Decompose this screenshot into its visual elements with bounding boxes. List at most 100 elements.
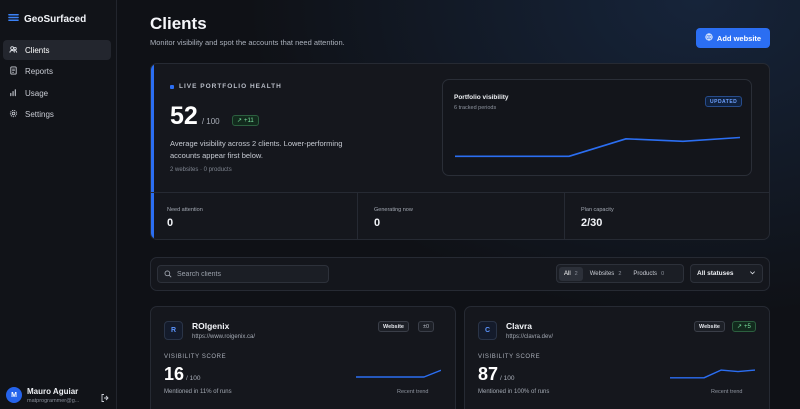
segment-label: Websites: [589, 270, 615, 277]
search-icon: [164, 265, 172, 283]
visibility-score: 16 / 100: [164, 364, 201, 385]
delta-value: +5: [744, 323, 751, 330]
visibility-score-value: 87: [478, 364, 499, 384]
search-box[interactable]: [157, 265, 329, 283]
sidebar-item-reports[interactable]: Reports: [3, 62, 111, 82]
stat-generating-now: Generating now 0: [358, 193, 565, 239]
segment-all[interactable]: All 2: [559, 266, 583, 281]
visibility-score-value: 16: [164, 364, 185, 384]
client-name[interactable]: ROIgenix: [192, 321, 230, 331]
segment-label: All: [564, 270, 571, 277]
health-meta: 2 websites · 0 products: [170, 167, 232, 173]
client-card[interactable]: C Clavra https://clavra.dev/ Website ↗ +…: [464, 306, 770, 409]
add-website-label: Add website: [716, 33, 762, 43]
recent-trend-chart: [356, 369, 441, 378]
main-content: Clients Monitor visibility and spot the …: [117, 0, 800, 409]
brand-name: GeoSurfaced: [24, 13, 87, 25]
reports-icon: [9, 66, 18, 77]
avatar: M: [6, 387, 22, 403]
recent-trend-chart: [670, 369, 755, 379]
live-label-text: LIVE PORTFOLIO HEALTH: [179, 83, 282, 90]
sidebar-item-clients[interactable]: Clients: [3, 40, 111, 60]
chart-title: Portfolio visibility: [454, 94, 509, 101]
client-card[interactable]: R ROIgenix https://www.roigenix.ca/ Webs…: [150, 306, 456, 409]
chart-subtitle: 6 tracked periods: [454, 105, 497, 111]
live-label: LIVE PORTFOLIO HEALTH: [170, 83, 282, 90]
search-input[interactable]: [177, 270, 317, 278]
health-delta-value: +11: [244, 117, 254, 124]
filter-bar: All 2 Websites 2 Products 0 All statuses: [150, 257, 770, 291]
portfolio-visibility-line: [455, 136, 740, 158]
delta-badge: ±0: [418, 321, 435, 332]
stat-label: Need attention: [167, 207, 203, 213]
trend-label: Recent trend: [711, 389, 743, 395]
portfolio-visibility-chart-card: Portfolio visibility 6 tracked periods U…: [442, 79, 752, 176]
sidebar-item-settings[interactable]: Settings: [3, 105, 111, 125]
stat-need-attention: Need attention 0: [151, 193, 358, 239]
visibility-score-label: VISIBILITY SCORE: [478, 354, 541, 360]
visibility-score: 87 / 100: [478, 364, 515, 385]
segment-count: 2: [618, 270, 622, 277]
client-url[interactable]: https://clavra.dev/: [506, 334, 554, 340]
type-tag: Website: [694, 321, 725, 332]
client-url[interactable]: https://www.roigenix.ca/: [192, 334, 256, 340]
segment-count: 0: [661, 270, 665, 277]
brand[interactable]: GeoSurfaced: [8, 12, 86, 26]
status-select[interactable]: All statuses: [690, 264, 763, 283]
page-subtitle: Monitor visibility and spot the accounts…: [150, 38, 345, 47]
segment-count: 2: [574, 270, 578, 277]
sidebar-nav: Clients Reports Usage Settings: [3, 40, 111, 126]
user-info: Mauro Aguiar matprogrammer@g...: [27, 387, 91, 404]
status-select-value: All statuses: [697, 270, 734, 277]
visibility-score-max: / 100: [500, 375, 515, 382]
client-logo: R: [164, 321, 183, 340]
recent-trend-line: [670, 369, 755, 379]
sidebar-item-label: Settings: [25, 110, 54, 119]
globe-icon: [705, 33, 713, 43]
health-score-max: / 100: [201, 117, 220, 126]
trend-up-icon: ↗: [737, 324, 743, 330]
sidebar-item-usage[interactable]: Usage: [3, 83, 111, 103]
logout-icon[interactable]: [100, 390, 110, 402]
user-email: matprogrammer@g...: [27, 397, 80, 404]
trend-label: Recent trend: [397, 389, 429, 395]
logo-icon: [8, 12, 19, 26]
sidebar: GeoSurfaced Clients Reports Usage Settin…: [0, 0, 117, 409]
health-delta-badge: ↗ +11: [232, 115, 259, 126]
clients-icon: [9, 45, 18, 56]
health-stats: Need attention 0 Generating now 0 Plan c…: [151, 192, 769, 239]
add-website-button[interactable]: Add website: [696, 28, 770, 48]
visibility-score-label: VISIBILITY SCORE: [164, 354, 227, 360]
chevron-down-icon: [749, 269, 756, 278]
visibility-score-max: / 100: [186, 375, 201, 382]
type-filter-segment: All 2 Websites 2 Products 0: [556, 264, 684, 283]
health-description: Average visibility across 2 clients. Low…: [170, 139, 343, 160]
health-score-value: 52: [170, 102, 198, 130]
delta-value: ±0: [423, 323, 430, 330]
mentioned-rate: Mentioned in 100% of runs: [478, 389, 550, 395]
client-name[interactable]: Clavra: [506, 321, 532, 331]
stat-value: 0: [374, 217, 381, 229]
portfolio-visibility-chart: [455, 136, 740, 158]
sidebar-item-label: Clients: [25, 45, 50, 55]
user-profile[interactable]: M Mauro Aguiar matprogrammer@g...: [6, 383, 110, 407]
settings-icon: [9, 109, 18, 120]
sidebar-item-label: Reports: [25, 67, 54, 76]
stat-label: Generating now: [374, 207, 413, 213]
stat-plan-capacity: Plan capacity 2/30: [565, 193, 769, 239]
sidebar-item-label: Usage: [25, 88, 49, 98]
live-dot-icon: [170, 84, 174, 89]
stat-value: 0: [167, 217, 174, 229]
usage-icon: [9, 88, 18, 99]
delta-badge: ↗ +5: [732, 321, 756, 332]
user-name: Mauro Aguiar: [27, 386, 79, 396]
type-tag: Website: [378, 321, 409, 332]
stat-value: 2/30: [581, 217, 603, 229]
segment-products[interactable]: Products 0: [628, 267, 669, 281]
recent-trend-line: [356, 369, 441, 378]
segment-websites[interactable]: Websites 2: [585, 267, 627, 281]
stat-label: Plan capacity: [581, 207, 614, 213]
segment-label: Products: [633, 270, 658, 277]
health-score: 52 / 100: [170, 102, 220, 131]
updated-badge: UPDATED: [705, 96, 743, 107]
